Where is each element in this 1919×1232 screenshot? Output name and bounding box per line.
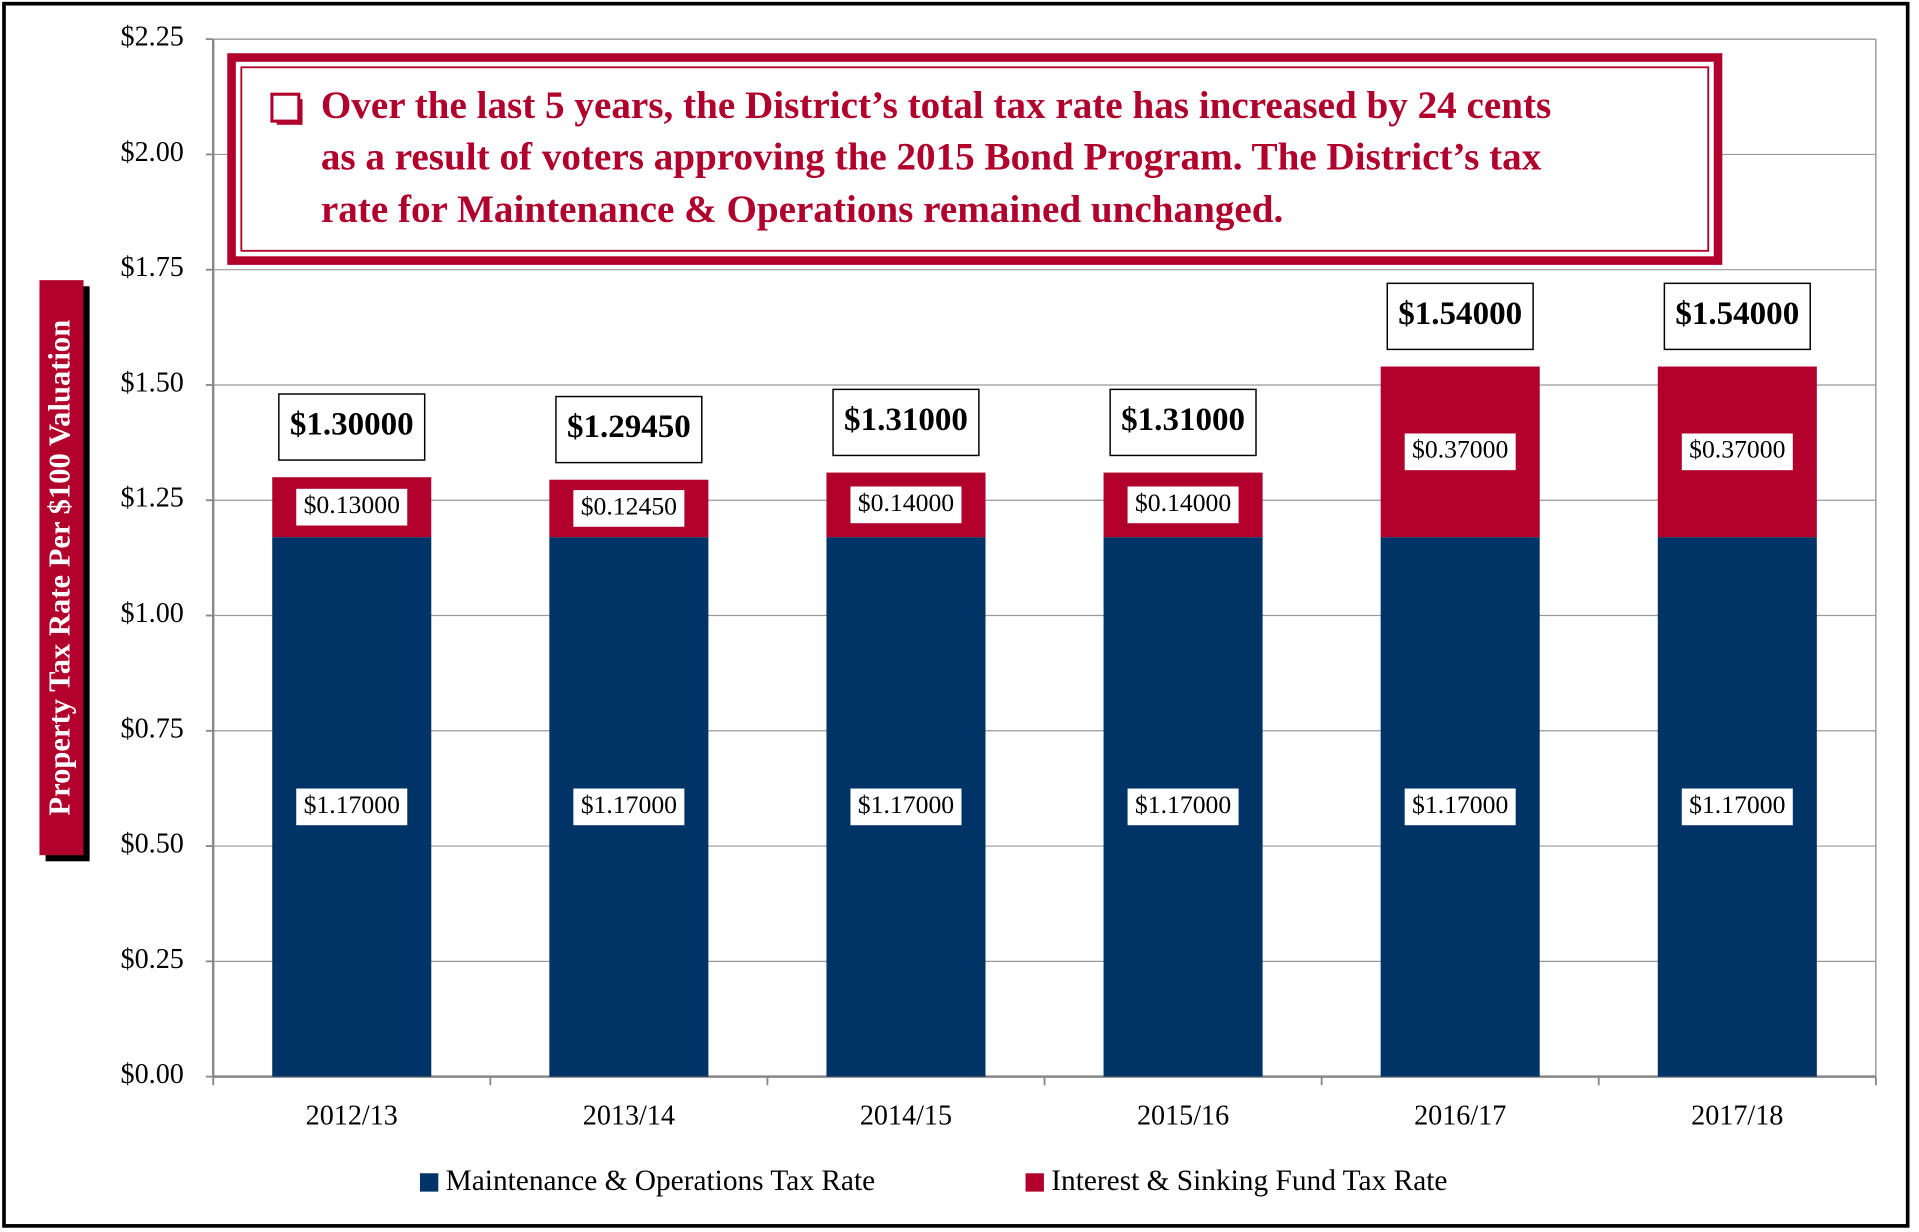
segment-label-group: $1.17000 <box>1681 788 1793 826</box>
segment-label: $0.37000 <box>1689 435 1785 464</box>
annotation-line: Over the last 5 years, the District’s to… <box>321 84 1551 127</box>
segment-label-group: $0.13000 <box>296 488 408 526</box>
x-tick-label: 2014/15 <box>860 1101 952 1132</box>
x-tick-label: 2016/17 <box>1414 1101 1506 1132</box>
annotation-line: rate for Maintenance & Operations remain… <box>321 188 1283 231</box>
bullet-shadow <box>298 99 303 125</box>
segment-label: $1.17000 <box>1135 790 1231 819</box>
total-label-group: $1.29450 <box>555 395 703 464</box>
segment-label-box <box>1127 788 1239 826</box>
labels: $1.17000 $0.13000 $1.30000 2012/13 $1.17000 $… <box>278 282 1811 1132</box>
segment-label-box <box>296 488 408 526</box>
y-tick-label: $0.75 <box>121 713 184 744</box>
segment-label-box <box>1404 788 1516 826</box>
segment-label: $0.12450 <box>581 491 677 520</box>
segment-label-group: $0.14000 <box>850 486 962 524</box>
total-label-box <box>1109 388 1257 457</box>
segment-label-group: $1.17000 <box>296 788 408 826</box>
y-axis-label: Property Tax Rate Per $100 Valuation <box>43 320 77 816</box>
total-label-group: $1.54000 <box>1663 282 1811 351</box>
segment-label: $0.13000 <box>304 490 400 519</box>
total-label-box <box>1663 282 1811 351</box>
segment-label-box <box>1404 433 1516 471</box>
segment-label: $0.14000 <box>1135 488 1231 517</box>
segment-label-box <box>1681 788 1793 826</box>
segment-label-box <box>296 788 408 826</box>
total-label-box <box>832 388 980 457</box>
total-label-group: $1.31000 <box>832 388 980 457</box>
segment-label: $1.17000 <box>1689 790 1785 819</box>
y-title-box <box>39 280 84 856</box>
y-tick-label: $0.00 <box>121 1059 184 1090</box>
y-tick-label: $0.50 <box>121 829 184 860</box>
total-label: $1.54000 <box>1398 296 1522 332</box>
total-label-group: $1.31000 <box>1109 388 1257 457</box>
segment-label-group: $1.17000 <box>573 788 685 826</box>
x-tick-label: 2015/16 <box>1137 1101 1229 1132</box>
y-tick-label: $1.50 <box>121 367 184 398</box>
annotation-inner-frame <box>240 66 1710 252</box>
legend: Maintenance & Operations Tax Rate Interes… <box>419 1165 1447 1197</box>
segment-label: $1.17000 <box>858 790 954 819</box>
total-label-box <box>1386 282 1534 351</box>
segment-label-box <box>850 788 962 826</box>
segment-label: $0.14000 <box>858 488 954 517</box>
total-label: $1.54000 <box>1675 296 1799 332</box>
total-label-box <box>555 395 703 464</box>
segment-label-group: $0.37000 <box>1404 433 1516 471</box>
annotation-line: as a result of voters approving the 2015… <box>321 135 1542 178</box>
x-tick-label: 2017/18 <box>1691 1101 1783 1132</box>
segment-label: $1.17000 <box>1412 790 1508 819</box>
segment-label-box <box>850 486 962 524</box>
y-tick-label: $0.25 <box>121 944 184 975</box>
y-tick-label: $1.00 <box>121 598 184 629</box>
total-label-box <box>278 393 426 461</box>
y-tick-label: $1.75 <box>121 252 184 283</box>
segment-label-box <box>1127 486 1239 524</box>
y-tick-label: $2.00 <box>121 137 184 168</box>
bullet-shadow <box>276 121 302 125</box>
total-label: $1.31000 <box>844 402 968 438</box>
segment-label-group: $0.37000 <box>1681 433 1793 471</box>
x-tick-label: 2012/13 <box>306 1101 398 1132</box>
segment-label-box <box>573 788 685 826</box>
segment-label-box <box>573 490 685 527</box>
annotation-frame <box>227 53 1723 265</box>
segment-label-group: $1.17000 <box>850 788 962 826</box>
segment-label: $0.37000 <box>1412 435 1508 464</box>
segment-label-group: $0.12450 <box>573 490 685 527</box>
annotation-box: Over the last 5 years, the District’s to… <box>227 53 1723 265</box>
y-tick-label: $1.25 <box>121 483 184 514</box>
x-tick-label: 2013/14 <box>583 1101 675 1132</box>
y-axis-title: Property Tax Rate Per $100 Valuation <box>39 280 90 862</box>
legend-label: Maintenance & Operations Tax Rate <box>446 1165 875 1197</box>
total-label: $1.31000 <box>1121 402 1245 438</box>
segment-label-group: $1.17000 <box>1404 788 1516 826</box>
legend-swatch <box>1025 1173 1044 1192</box>
total-label-group: $1.54000 <box>1386 282 1534 351</box>
segment-label-group: $1.17000 <box>1127 788 1239 826</box>
segment-label: $1.17000 <box>581 790 677 819</box>
legend-label: Interest & Sinking Fund Tax Rate <box>1051 1165 1447 1197</box>
total-label: $1.30000 <box>290 407 414 443</box>
total-label-group: $1.30000 <box>278 393 426 461</box>
segment-label-box <box>1681 433 1793 471</box>
y-tick-label: $2.25 <box>121 22 184 53</box>
segment-label-group: $0.14000 <box>1127 486 1239 524</box>
bullet <box>270 92 301 123</box>
segment-label: $1.17000 <box>304 790 400 819</box>
legend-swatch <box>419 1173 439 1192</box>
total-label: $1.29450 <box>567 409 691 445</box>
